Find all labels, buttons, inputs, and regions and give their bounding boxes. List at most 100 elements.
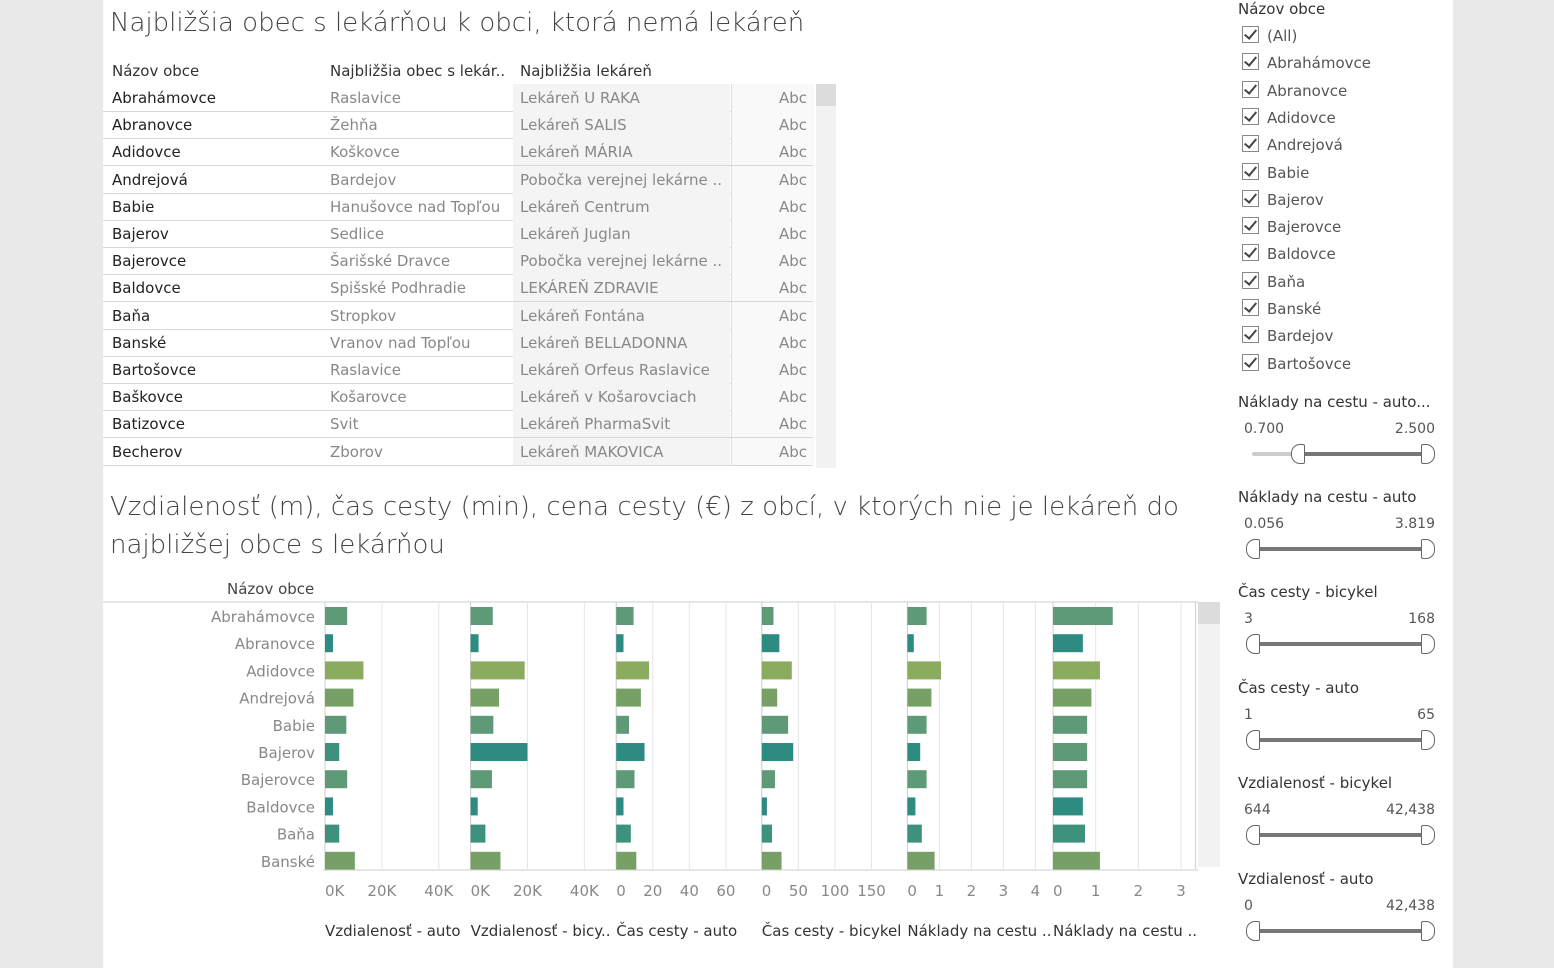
abc-cell: Abc	[778, 143, 807, 162]
slider-min-handle[interactable]	[1246, 825, 1260, 845]
slider-title: Vzdialenosť - auto	[1238, 870, 1374, 888]
chart-scroll-thumb	[1198, 602, 1220, 624]
bar	[325, 851, 355, 870]
filter-item-all[interactable]: (All)	[1242, 26, 1297, 48]
bar	[470, 607, 493, 625]
slider-min-handle[interactable]	[1246, 730, 1260, 750]
table-row[interactable]: Baldovce Spišské Podhradie LEKÁREŇ ZDRAVIE…	[103, 274, 814, 303]
table-row[interactable]: Bajerovce Šarišské Dravce Pobočka verejnej…	[103, 247, 814, 276]
slider-min-handle[interactable]	[1246, 539, 1260, 559]
category-label: Adidovce	[246, 662, 315, 680]
bar	[470, 770, 492, 789]
filter-item-abranovce[interactable]: Abranovce	[1242, 80, 1347, 103]
filter-item-bana[interactable]: Baňa	[1242, 271, 1305, 294]
col-header-najblizsia-lekaren[interactable]: Najbližšia lekáreň	[520, 62, 652, 80]
slider-min-handle[interactable]	[1246, 921, 1260, 941]
range-slider-1[interactable]: Náklady na cestu - auto 0.056 3.819	[1238, 488, 1448, 578]
bar	[470, 743, 528, 761]
table-row[interactable]: Becherov Zborov Lekáreň MAKOVICA Abc	[103, 437, 814, 466]
filter-item-banske[interactable]: Banské	[1242, 299, 1321, 321]
lekaren-cell-bg	[513, 356, 730, 383]
lekaren-cell-bg	[513, 437, 730, 465]
checkbox-icon[interactable]	[1242, 217, 1259, 235]
slider-max-handle[interactable]	[1421, 444, 1435, 464]
bar	[616, 797, 624, 816]
range-slider-3[interactable]: Čas cesty - auto 1 65	[1238, 679, 1448, 769]
slider-min-handle[interactable]	[1246, 634, 1260, 654]
checkbox-icon[interactable]	[1242, 53, 1259, 71]
abc-cell-bg	[731, 220, 814, 247]
table-scrollbar[interactable]	[816, 84, 836, 468]
filter-item-babie[interactable]: Babie	[1242, 162, 1309, 185]
slider-title: Vzdialenosť - bicykel	[1238, 774, 1393, 792]
filter-item-label: Bartošovce	[1267, 354, 1352, 373]
bar	[761, 824, 773, 843]
tick-label: 20K	[367, 882, 397, 900]
table-row[interactable]: Batizovce Svit Lekáreň PharmaSvit Abc	[103, 410, 814, 439]
filter-item-bajerov[interactable]: Bajerov	[1242, 189, 1324, 212]
checkbox-icon[interactable]	[1242, 271, 1259, 289]
range-slider-2[interactable]: Čas cesty - bicykel 3 168	[1238, 583, 1448, 673]
lekaren-cell: Lekáreň U RAKA	[520, 89, 640, 107]
checkbox-icon[interactable]	[1242, 162, 1259, 180]
bar	[325, 743, 340, 761]
bar	[761, 661, 792, 680]
checkbox-icon[interactable]	[1242, 244, 1259, 262]
filter-item-baldovce[interactable]: Baldovce	[1242, 244, 1336, 266]
abc-cell: Abc	[778, 116, 807, 135]
checkbox-icon[interactable]	[1242, 80, 1259, 98]
lekaren-cell: Lekáreň MAKOVICA	[520, 442, 664, 461]
col-header-obec[interactable]: Názov obce	[112, 62, 200, 80]
obec-cell: Bartošovce	[112, 361, 197, 379]
filter-item-bardejov[interactable]: Bardejov	[1242, 326, 1333, 348]
slider-min-handle[interactable]	[1291, 444, 1305, 464]
slider-max-handle[interactable]	[1421, 825, 1435, 845]
table-row[interactable]: Abrahámovce Raslavice Lekáreň U RAKA Abc	[103, 84, 814, 112]
table-row[interactable]: Bajerov Sedlice Lekáreň Juglan Abc	[103, 220, 814, 248]
lekaren-cell-bg	[513, 84, 730, 111]
checkbox-icon[interactable]	[1242, 107, 1259, 125]
najblizsia-obec-cell: Raslavice	[330, 89, 401, 107]
filter-item-abrahamovce[interactable]: Abrahámovce	[1242, 53, 1371, 75]
checkbox-icon[interactable]	[1242, 353, 1259, 371]
checkbox-icon[interactable]	[1242, 26, 1259, 43]
filter-item-bajerovce[interactable]: Bajerovce	[1242, 217, 1341, 239]
table-row[interactable]: Baškovce Košarovce Lekáreň v Košarovciach A…	[103, 383, 814, 412]
category-label: Andrejová	[239, 690, 315, 708]
table-row[interactable]: Andrejová Bardejov Pobočka verejnej lekárn…	[103, 165, 814, 194]
table-scroll-thumb[interactable]	[816, 84, 836, 106]
col-header-najblizsia-obec[interactable]: Najbližšia obec s lekár..	[330, 62, 506, 80]
bar	[907, 607, 927, 625]
checkbox-icon[interactable]	[1242, 299, 1259, 316]
najblizsia-obec-cell: Hanušovce nad Topľou	[330, 197, 501, 216]
abc-cell: Abc	[778, 279, 807, 298]
table-row[interactable]: Banské Vranov nad Topľou Lekáreň BELLADONN…	[103, 328, 814, 357]
checkbox-icon[interactable]	[1242, 189, 1259, 207]
lekaren-cell-bg	[513, 383, 730, 411]
range-slider-0[interactable]: Náklady na cestu - auto... 0.700 2.500	[1238, 393, 1448, 483]
range-slider-4[interactable]: Vzdialenosť - bicykel 644 42,438	[1238, 774, 1448, 864]
filter-item-andrejova[interactable]: Andrejová	[1242, 135, 1343, 157]
checkbox-icon[interactable]	[1242, 326, 1259, 344]
slider-max-handle[interactable]	[1421, 921, 1435, 941]
checkbox-icon[interactable]	[1242, 135, 1259, 153]
lekaren-cell-bg	[513, 410, 730, 438]
bar	[1053, 607, 1113, 625]
slider-max-handle[interactable]	[1421, 539, 1435, 559]
slider-max-handle[interactable]	[1421, 730, 1435, 750]
tick-label: 20K	[513, 882, 543, 900]
filter-item-adidovce[interactable]: Adidovce	[1242, 107, 1336, 130]
bar	[470, 715, 494, 734]
table-row[interactable]: Bartošovce Raslavice Lekáreň Orfeus Raslav…	[103, 356, 814, 384]
abc-cell: Abc	[778, 333, 807, 352]
table-row[interactable]: Baňa Stropkov Lekáreň Fontána Abc	[103, 301, 814, 330]
slider-title: Čas cesty - bicykel	[1238, 583, 1378, 601]
table-row[interactable]: Abranovce Žehňa Lekáreň SALIS Abc	[103, 111, 814, 140]
table-row[interactable]: Adidovce Koškovce Lekáreň MÁRIA Abc	[103, 138, 814, 167]
abc-cell-bg	[731, 383, 814, 411]
tick-label: 3	[1176, 882, 1186, 900]
range-slider-5[interactable]: Vzdialenosť - auto 0 42,438	[1238, 870, 1448, 960]
filter-item-bartosovce[interactable]: Bartošovce	[1242, 353, 1352, 376]
table-row[interactable]: Babie Hanušovce nad Topľou Lekáreň Centrum…	[103, 192, 814, 221]
slider-max-handle[interactable]	[1421, 634, 1435, 654]
